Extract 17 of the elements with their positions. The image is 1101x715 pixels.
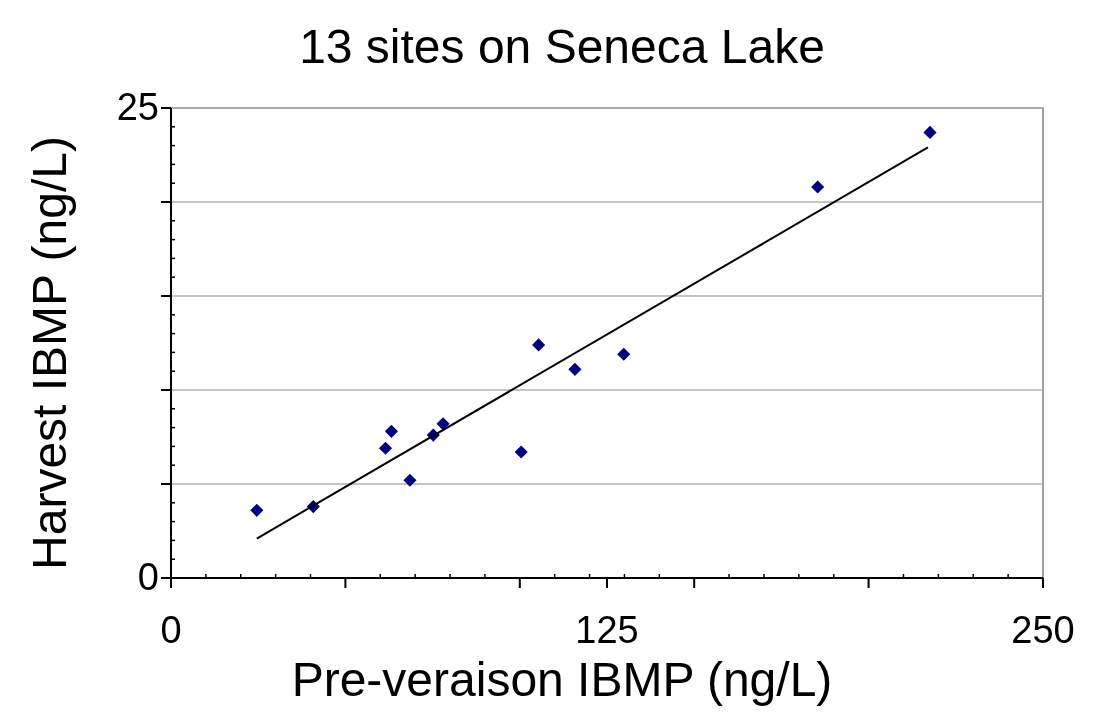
x-tick-label: 125: [575, 609, 639, 651]
point: [532, 338, 546, 352]
x-axis-title: Pre-veraison IBMP (ng/L): [291, 653, 833, 706]
x-tick-label: 250: [1011, 609, 1075, 651]
y-axis-title: Harvest IBMP (ng/L): [23, 136, 76, 570]
point: [811, 180, 825, 194]
point: [568, 362, 582, 376]
point: [403, 473, 417, 487]
chart-title: 13 sites on Seneca Lake: [299, 20, 825, 73]
point: [384, 424, 399, 438]
point: [436, 417, 450, 431]
point: [514, 445, 528, 459]
point: [378, 441, 393, 455]
y-tick-label: 25: [116, 86, 159, 128]
point: [617, 347, 631, 361]
point: [250, 503, 264, 517]
point: [923, 125, 937, 140]
